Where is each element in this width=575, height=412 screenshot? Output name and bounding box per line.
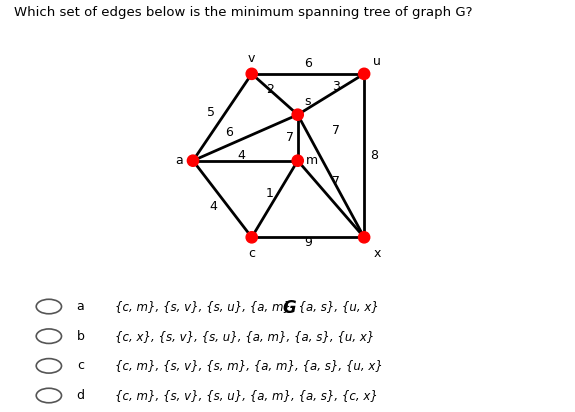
Text: c: c: [77, 359, 84, 372]
Circle shape: [292, 155, 304, 166]
Text: d: d: [76, 389, 85, 402]
Text: 6: 6: [304, 57, 312, 70]
Text: 5: 5: [207, 105, 215, 119]
Circle shape: [187, 155, 198, 166]
Text: {c, m}, {s, v}, {s, m}, {a, m}, {a, s}, {u, x}: {c, m}, {s, v}, {s, m}, {a, m}, {a, s}, …: [115, 359, 383, 372]
Circle shape: [246, 232, 258, 243]
Text: b: b: [76, 330, 85, 343]
Text: a: a: [76, 300, 85, 313]
Text: 8: 8: [370, 149, 378, 162]
Text: c: c: [248, 248, 255, 260]
Text: 4: 4: [237, 149, 246, 162]
Circle shape: [246, 68, 258, 80]
Text: a: a: [175, 154, 183, 167]
Circle shape: [358, 68, 370, 80]
Text: m: m: [306, 154, 318, 167]
Text: {c, m}, {s, v}, {s, u}, {a, m}, {a, s}, {c, x}: {c, m}, {s, v}, {s, u}, {a, m}, {a, s}, …: [115, 389, 378, 402]
Text: 6: 6: [225, 126, 233, 139]
Text: 2: 2: [266, 83, 274, 96]
Text: G: G: [282, 299, 296, 316]
Text: 7: 7: [332, 175, 340, 187]
Text: 3: 3: [332, 80, 340, 93]
Text: 4: 4: [209, 200, 217, 213]
Text: 1: 1: [266, 187, 274, 200]
Text: 9: 9: [304, 236, 312, 249]
Text: 7: 7: [286, 131, 294, 144]
Text: {c, m}, {s, v}, {s, u}, {a, m}, {a, s}, {u, x}: {c, m}, {s, v}, {s, u}, {a, m}, {a, s}, …: [115, 300, 379, 313]
Text: v: v: [248, 52, 255, 65]
Text: {c, x}, {s, v}, {s, u}, {a, m}, {a, s}, {u, x}: {c, x}, {s, v}, {s, u}, {a, m}, {a, s}, …: [115, 330, 374, 343]
Circle shape: [292, 109, 304, 120]
Text: 7: 7: [332, 124, 340, 136]
Text: s: s: [305, 96, 311, 108]
Circle shape: [358, 232, 370, 243]
Text: u: u: [373, 54, 381, 68]
Text: x: x: [373, 248, 381, 260]
Text: Which set of edges below is the minimum spanning tree of graph G?: Which set of edges below is the minimum …: [14, 6, 473, 19]
